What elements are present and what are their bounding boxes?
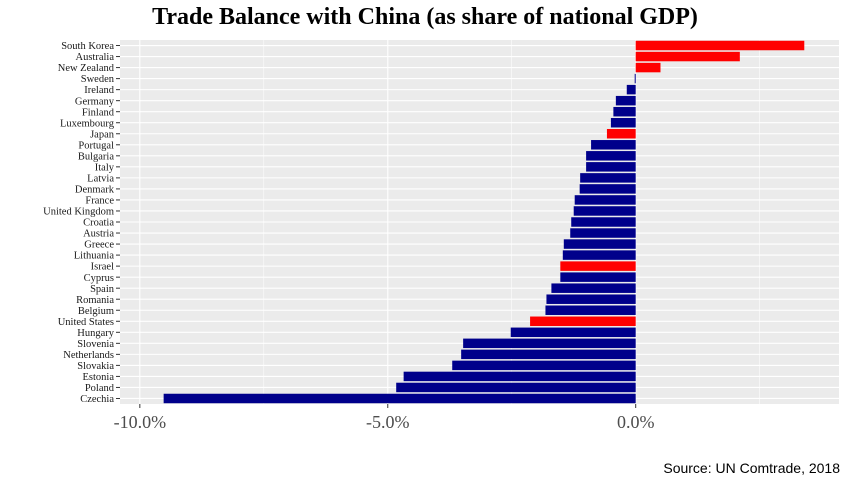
y-tick-label: Austria	[83, 229, 114, 240]
y-tick-label: Lithuania	[74, 251, 115, 262]
bar	[606, 129, 636, 139]
y-tick-label: Finland	[82, 107, 115, 118]
bar	[463, 338, 636, 349]
bar	[530, 316, 636, 327]
y-tick-label: Netherlands	[63, 350, 114, 361]
bar	[551, 283, 636, 293]
y-tick-label: Italy	[95, 162, 115, 173]
bar	[626, 84, 636, 95]
y-tick-label: Czechia	[80, 394, 114, 405]
y-tick-label: Slovakia	[77, 361, 114, 372]
y-tick-label: Cyprus	[84, 273, 114, 284]
bar	[580, 173, 636, 183]
bar	[635, 40, 805, 51]
bar	[163, 393, 636, 404]
bar	[635, 62, 661, 73]
bar	[563, 239, 636, 249]
bar	[591, 140, 636, 150]
chart-title: Trade Balance with China (as share of na…	[152, 4, 698, 30]
bar	[560, 261, 636, 271]
y-tick-label: South Korea	[61, 41, 114, 52]
y-tick-label: Spain	[90, 284, 115, 295]
y-tick-label: Luxembourg	[60, 118, 115, 129]
bar	[403, 371, 636, 382]
y-tick-label: Hungary	[77, 328, 114, 339]
bar	[579, 184, 636, 194]
y-tick-label: Denmark	[75, 185, 115, 196]
y-tick-label: United Kingdom	[43, 207, 114, 218]
y-tick-label: Portugal	[78, 140, 114, 151]
x-tick-label: 0.0%	[617, 412, 655, 432]
y-tick-label: Israel	[91, 262, 114, 273]
y-tick-label: New Zealand	[58, 63, 115, 74]
y-tick-label: Belgium	[78, 306, 114, 317]
bar	[574, 195, 636, 205]
y-tick-label: Bulgaria	[78, 151, 114, 162]
x-tick-label: -5.0%	[366, 412, 410, 432]
y-tick-label: Sweden	[81, 74, 115, 85]
bar	[613, 106, 636, 117]
y-tick-label: Japan	[90, 129, 115, 140]
bar	[510, 327, 636, 338]
bar	[586, 151, 636, 161]
y-tick-label: France	[85, 196, 114, 207]
bar	[615, 95, 636, 106]
bar	[570, 228, 636, 238]
y-tick-label: United States	[58, 317, 114, 328]
x-tick-label: -10.0%	[114, 412, 167, 432]
y-tick-label: Estonia	[83, 372, 115, 383]
y-tick-label: Croatia	[83, 218, 114, 229]
bar	[560, 272, 636, 282]
y-tick-label: Romania	[76, 295, 114, 306]
y-tick-label: Slovenia	[77, 339, 114, 350]
bar	[573, 206, 636, 216]
y-tick-label: Ireland	[84, 85, 114, 96]
chart-source: Source: UN Comtrade, 2018	[663, 460, 840, 476]
bar	[562, 250, 636, 260]
bar	[452, 360, 636, 371]
bar	[586, 162, 636, 172]
bar	[571, 217, 636, 227]
bar	[545, 305, 636, 315]
bar	[461, 349, 636, 360]
y-tick-label: Greece	[84, 240, 114, 251]
bar	[634, 73, 636, 84]
y-tick-label: Germany	[75, 96, 115, 107]
bar	[546, 294, 636, 304]
bar	[610, 117, 636, 128]
y-tick-label: Poland	[85, 383, 115, 394]
y-tick-label: Australia	[76, 52, 115, 63]
bar	[635, 51, 740, 62]
y-tick-label: Latvia	[87, 173, 114, 184]
bar	[396, 382, 636, 393]
